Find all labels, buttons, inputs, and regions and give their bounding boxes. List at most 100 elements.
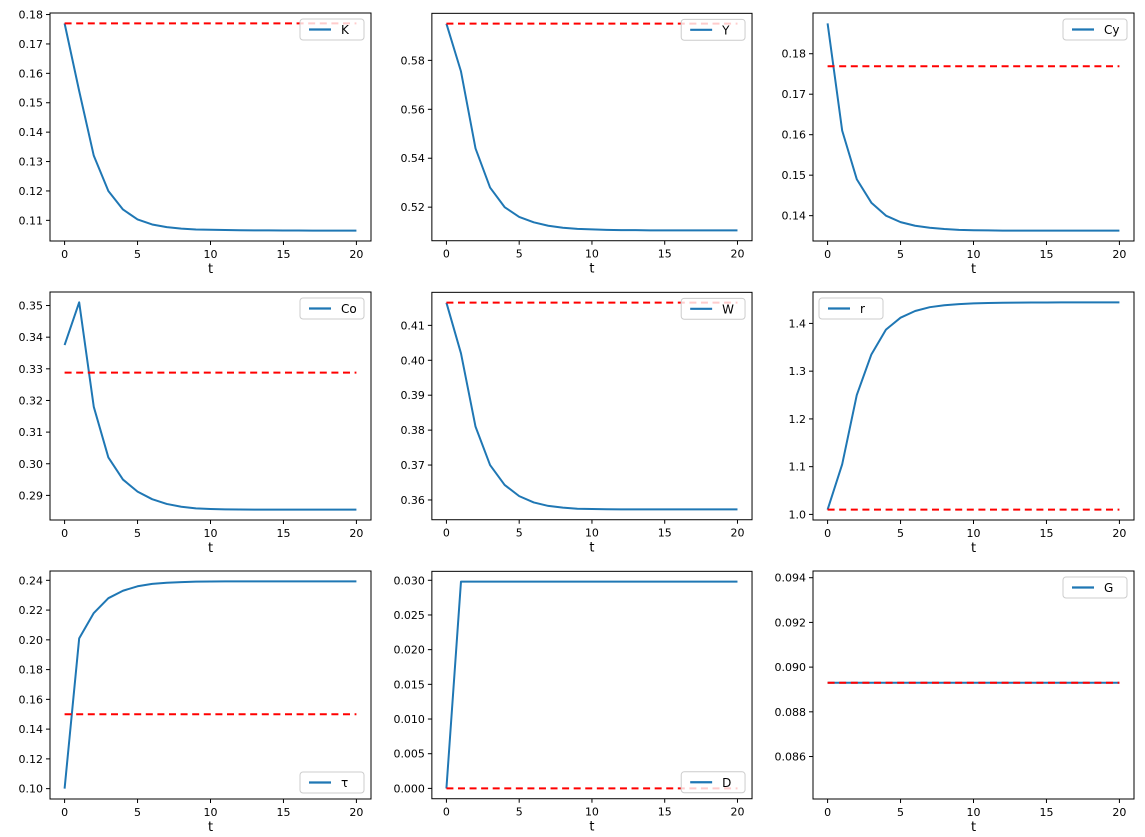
x-tick-label: 0	[824, 806, 831, 819]
x-axis-label: t	[971, 820, 976, 835]
legend: r	[818, 297, 884, 320]
axes: 0 5 10 15 20 0.36 0.37 0.38 0.39 0.40 0.41 t	[400, 319, 744, 555]
axes: 0 5 10 15 20 0.14 0.15 0.16 0.17 0.18 t	[782, 48, 1127, 277]
x-axis-label: t	[589, 262, 594, 277]
x-tick-label: 5	[897, 527, 904, 540]
y-tick-label: 0.18	[19, 664, 44, 677]
x-tick-label: 5	[134, 248, 141, 261]
subplot-r: 0 5 10 15 20 1.0 1.1 1.2 1.3 1.4 t r	[763, 279, 1145, 558]
y-tick-label: 0.088	[775, 706, 807, 719]
y-tick-label: 1.2	[789, 413, 807, 426]
x-axis-label: t	[208, 541, 213, 556]
chart-co: 0 5 10 15 20 0.29 0.30 0.31 0.32 0.33 0.34 0.35 t Co	[19, 291, 372, 556]
series-line-K	[63, 23, 357, 232]
y-tick-label: 0.086	[775, 751, 807, 764]
y-tick-label: 0.12	[19, 753, 44, 766]
axes-frame	[431, 291, 753, 521]
series-line-tau	[63, 580, 357, 789]
axes-frame	[431, 12, 753, 242]
axes: 0 5 10 15 20 0.086 0.088 0.090 0.092 0.094 t	[775, 572, 1127, 835]
x-tick-label: 0	[61, 806, 68, 819]
axes-frame	[49, 291, 372, 521]
x-tick-label: 0	[61, 248, 68, 261]
legend: D	[680, 771, 746, 794]
y-tick-label: 0.14	[782, 210, 807, 223]
x-tick-label: 10	[585, 248, 599, 261]
legend-label: W	[722, 302, 734, 316]
legend-label: Co	[341, 302, 357, 316]
y-tick-label: 0.34	[19, 331, 44, 344]
x-tick-label: 15	[658, 248, 672, 261]
legend-label: D	[722, 776, 731, 790]
x-tick-label: 15	[658, 527, 672, 540]
chart-y: 0 5 10 15 20 0.52 0.54 0.56 0.58 t Y	[400, 12, 753, 277]
y-tick-label: 1.1	[789, 461, 807, 474]
y-tick-label: 0.37	[400, 459, 424, 472]
y-tick-label: 0.54	[400, 152, 424, 165]
x-tick-label: 20	[349, 248, 363, 261]
y-tick-label: 0.35	[19, 300, 44, 313]
subplot-k: 0 5 10 15 20 0.11 0.12 0.13 0.14 0.15 0.16 0.17 0.18…	[0, 0, 382, 279]
chart-w: 0 5 10 15 20 0.36 0.37 0.38 0.39 0.40 0.41 t W	[400, 291, 753, 556]
x-tick-label: 20	[730, 527, 744, 540]
series-line-Y	[445, 23, 738, 232]
x-tick-label: 0	[824, 248, 831, 261]
x-tick-label: 10	[585, 527, 599, 540]
axes-frame	[812, 291, 1135, 521]
y-tick-label: 1.3	[789, 365, 807, 378]
x-tick-label: 0	[443, 806, 450, 819]
subplot-y: 0 5 10 15 20 0.52 0.54 0.56 0.58 t Y	[382, 0, 763, 279]
legend: Co	[299, 297, 365, 320]
y-tick-label: 0.41	[400, 319, 424, 332]
y-tick-label: 0.15	[19, 97, 44, 110]
x-axis-label: t	[589, 820, 594, 835]
legend-box	[299, 18, 365, 41]
subplot-cy: 0 5 10 15 20 0.14 0.15 0.16 0.17 0.18 t Cy	[763, 0, 1145, 279]
x-tick-label: 20	[730, 806, 744, 819]
x-tick-label: 15	[1039, 527, 1053, 540]
y-tick-label: 0.18	[782, 48, 807, 61]
subplot-tau: 0 5 10 15 20 0.10 0.12 0.14 0.16 0.18 0.20 0.22 0.24…	[0, 558, 382, 837]
y-tick-label: 1.4	[789, 317, 807, 330]
y-tick-label: 0.010	[393, 713, 424, 726]
y-tick-label: 0.005	[393, 748, 424, 761]
axes-frame	[812, 12, 1135, 242]
x-tick-label: 10	[967, 806, 981, 819]
legend-label: G	[1104, 581, 1113, 595]
axes-frame	[431, 570, 753, 800]
x-tick-label: 10	[204, 806, 218, 819]
subplot-co: 0 5 10 15 20 0.29 0.30 0.31 0.32 0.33 0.34 0.35 t Co	[0, 279, 382, 558]
x-tick-label: 20	[1112, 248, 1126, 261]
x-tick-label: 5	[897, 248, 904, 261]
y-tick-label: 0.030	[393, 574, 424, 587]
y-tick-label: 0.10	[19, 783, 44, 796]
x-tick-label: 20	[349, 527, 363, 540]
x-tick-label: 10	[204, 527, 218, 540]
y-tick-label: 0.12	[19, 185, 44, 198]
legend-box	[299, 771, 365, 794]
y-tick-label: 0.15	[782, 169, 807, 182]
y-tick-label: 1.0	[789, 508, 807, 521]
y-tick-label: 0.20	[19, 634, 44, 647]
legend-box	[1062, 576, 1128, 599]
x-tick-label: 0	[443, 527, 450, 540]
chart-k: 0 5 10 15 20 0.11 0.12 0.13 0.14 0.15 0.16 0.17 0.18…	[19, 9, 372, 277]
x-axis-label: t	[971, 541, 976, 556]
subplot-g: 0 5 10 15 20 0.086 0.088 0.090 0.092 0.094 t G	[763, 558, 1145, 837]
x-tick-label: 0	[443, 248, 450, 261]
x-tick-label: 15	[658, 806, 672, 819]
x-tick-label: 0	[61, 527, 68, 540]
x-tick-label: 15	[276, 806, 290, 819]
x-tick-label: 20	[1112, 527, 1126, 540]
legend-label: K	[341, 23, 350, 37]
legend: W	[680, 297, 746, 320]
x-tick-label: 15	[1039, 806, 1053, 819]
x-tick-label: 5	[134, 806, 141, 819]
legend-label: τ	[341, 776, 348, 790]
x-tick-label: 5	[516, 248, 523, 261]
subplot-d: 0 5 10 15 20 0.000 0.005 0.010 0.015 0.020 0.025 0.…	[382, 558, 763, 837]
series-line-r	[826, 301, 1120, 510]
x-tick-label: 5	[516, 527, 523, 540]
x-tick-label: 10	[967, 248, 981, 261]
